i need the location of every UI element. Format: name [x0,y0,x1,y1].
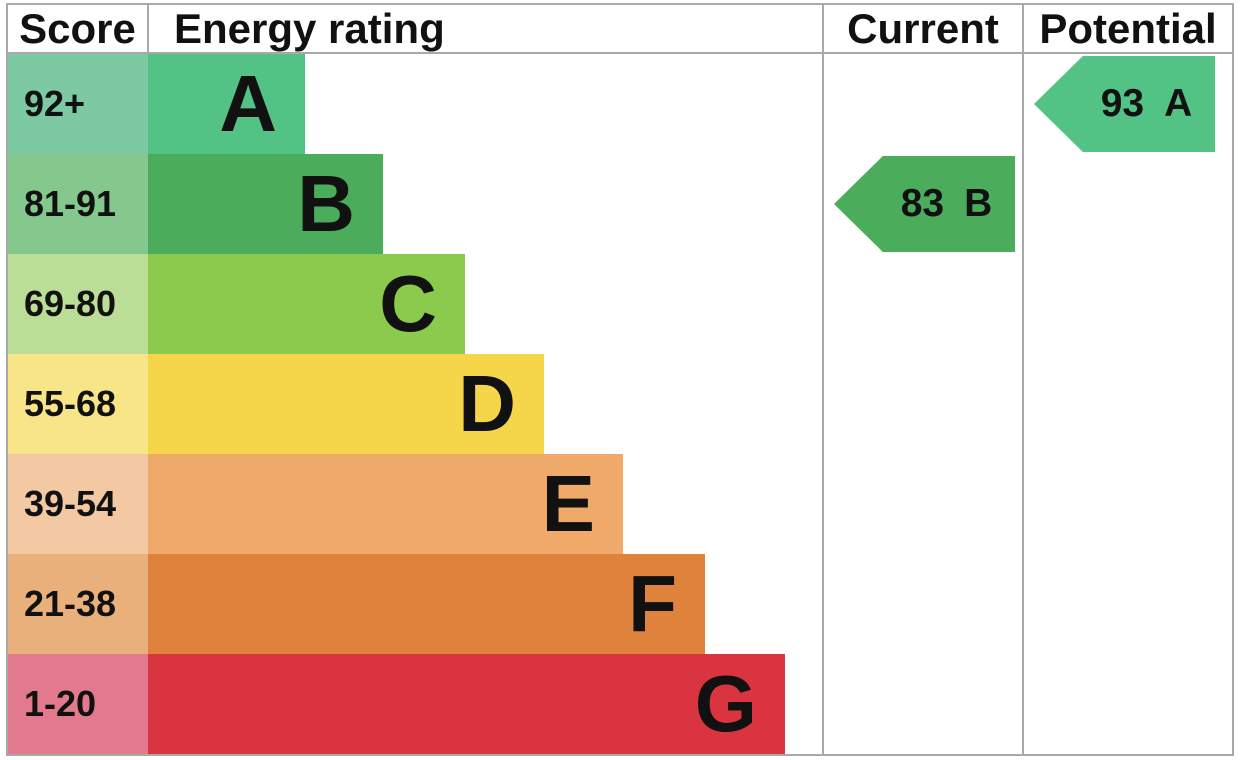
score-range-c: 69-80 [8,254,148,354]
potential-rating-value: 93 [1100,82,1145,125]
potential-rating-arrow: 93 A [1034,56,1215,152]
score-range-e: 39-54 [8,454,148,554]
band-bar-d: D [148,354,544,454]
band-row-c: 69-80 C [8,254,785,354]
current-rating-letter: B [964,182,993,225]
band-bar-e: E [148,454,623,554]
band-bar-f: F [148,554,705,654]
band-row-g: 1-20 G [8,654,785,754]
potential-rating-letter: A [1164,82,1193,125]
score-range-a: 92+ [8,54,148,154]
current-rating-value: 83 [900,182,945,225]
band-bar-a: A [148,54,305,154]
band-row-d: 55-68 D [8,354,785,454]
band-row-f: 21-38 F [8,554,785,654]
column-header-energy-rating: Energy rating [174,5,445,52]
score-range-g: 1-20 [8,654,148,754]
band-bar-c: C [148,254,465,354]
score-column-divider [147,3,149,52]
band-row-b: 81-91 B [8,154,785,254]
score-range-b: 81-91 [8,154,148,254]
potential-column-divider [1022,3,1024,754]
score-range-d: 55-68 [8,354,148,454]
rating-bands: 92+ A 81-91 B 69-80 C 55-68 D 39-54 E 21… [8,54,785,754]
column-header-score: Score [19,5,136,52]
current-column-divider [822,3,824,754]
band-row-e: 39-54 E [8,454,785,554]
band-row-a: 92+ A [8,54,785,154]
current-rating-arrow: 83 B [834,156,1015,252]
score-range-f: 21-38 [8,554,148,654]
column-header-current: Current [847,5,999,52]
header-divider-line [6,52,1234,54]
column-header-potential: Potential [1039,5,1217,52]
band-bar-b: B [148,154,383,254]
band-bar-g: G [148,654,785,754]
